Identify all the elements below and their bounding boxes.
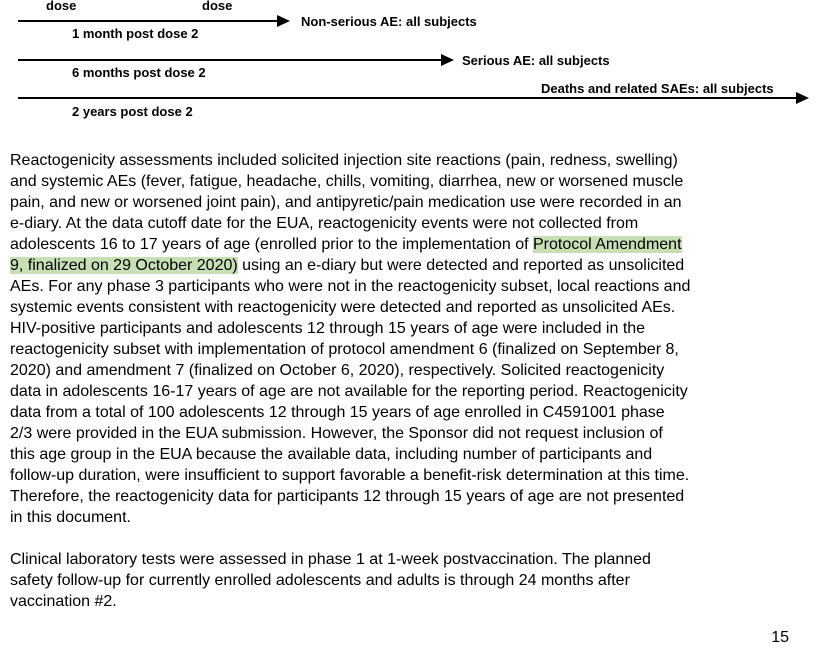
timeline-period-1-month: 1 month post dose 2	[72, 26, 199, 41]
reactogenicity-paragraph: Reactogenicity assessments included soli…	[10, 150, 800, 528]
timeline-arrow-1-month	[18, 15, 290, 27]
timeline-dose-label-left: dose	[46, 0, 77, 13]
page-number: 15	[771, 629, 789, 646]
timeline-period-2-years: 2 years post dose 2	[72, 104, 193, 119]
timeline-outcome-non-serious-ae: Non-serious AE: all subjects	[301, 14, 477, 29]
timeline-period-6-months: 6 months post dose 2	[72, 65, 206, 80]
highlighted-amendment-date: 9, finalized on 29 October 2020)	[10, 257, 238, 274]
reactogenicity-text-part-1: Reactogenicity assessments included soli…	[10, 152, 684, 253]
timeline-arrow-6-months	[18, 54, 454, 66]
timeline-outcome-deaths-saes: Deaths and related SAEs: all subjects	[541, 81, 774, 96]
document-body: Reactogenicity assessments included soli…	[10, 150, 800, 612]
timeline-dose-label-right: dose	[202, 0, 233, 13]
clinical-laboratory-paragraph: Clinical laboratory tests were assessed …	[10, 551, 651, 610]
timeline-outcome-serious-ae: Serious AE: all subjects	[462, 53, 610, 68]
highlighted-protocol-amendment: Protocol Amendment	[532, 236, 682, 253]
timeline-arrow-2-years	[18, 92, 809, 104]
reactogenicity-text-part-2: using an e-diary but were detected and r…	[10, 257, 691, 526]
follow-up-timeline-diagram: dose dose Non-serious AE: all subjects 1…	[0, 0, 821, 130]
